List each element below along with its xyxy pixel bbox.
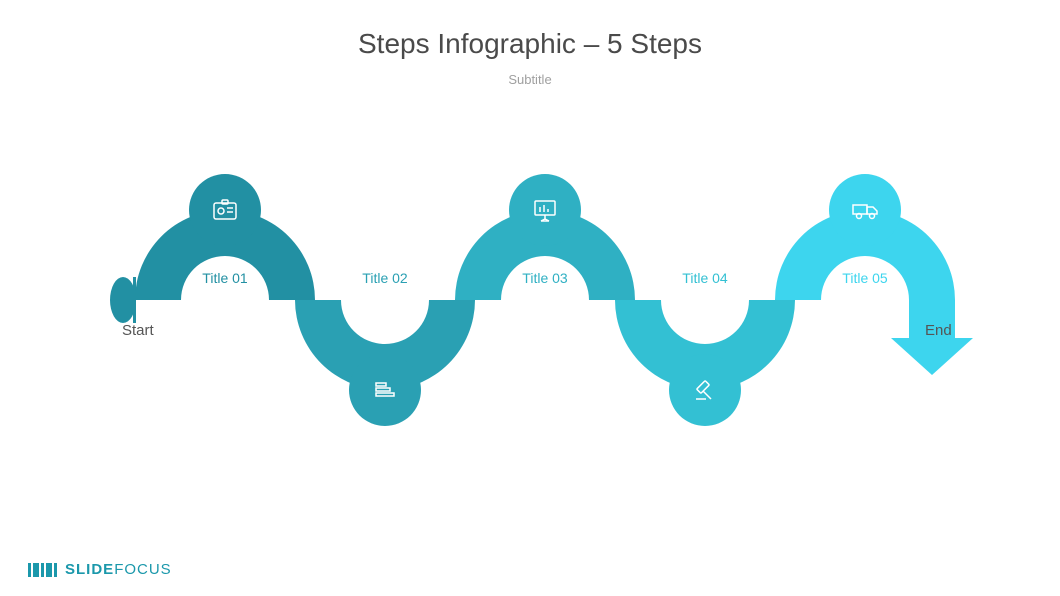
brand-logo: SLIDEFOCUS — [28, 561, 172, 578]
step-label-1: Title 01 — [185, 270, 265, 286]
id-badge-icon — [208, 193, 242, 227]
step-label-4: Title 04 — [665, 270, 745, 286]
truck-icon — [848, 193, 882, 227]
step-node-3 — [509, 174, 581, 246]
page-title: Steps Infographic – 5 Steps — [0, 28, 1060, 60]
gavel-icon — [688, 373, 722, 407]
step-node-4 — [669, 354, 741, 426]
step-label-5: Title 05 — [825, 270, 905, 286]
step-node-1 — [189, 174, 261, 246]
start-label: Start — [122, 322, 154, 339]
presentation-icon — [528, 193, 562, 227]
logo-bars-icon — [28, 563, 57, 577]
step-node-2 — [349, 354, 421, 426]
step-label-3: Title 03 — [505, 270, 585, 286]
list-icon — [368, 373, 402, 407]
logo-text-bold: SLIDE — [65, 561, 114, 578]
infographic-stage: Start End Title 01 Title 02 Title 03 Title … — [0, 130, 1060, 490]
step-node-5 — [829, 174, 901, 246]
logo-text: SLIDEFOCUS — [65, 561, 172, 578]
logo-text-light: FOCUS — [114, 561, 172, 578]
step-label-2: Title 02 — [345, 270, 425, 286]
end-label: End — [925, 322, 952, 339]
slide: Steps Infographic – 5 Steps Subtitle Sta… — [0, 0, 1060, 596]
page-subtitle: Subtitle — [0, 72, 1060, 87]
